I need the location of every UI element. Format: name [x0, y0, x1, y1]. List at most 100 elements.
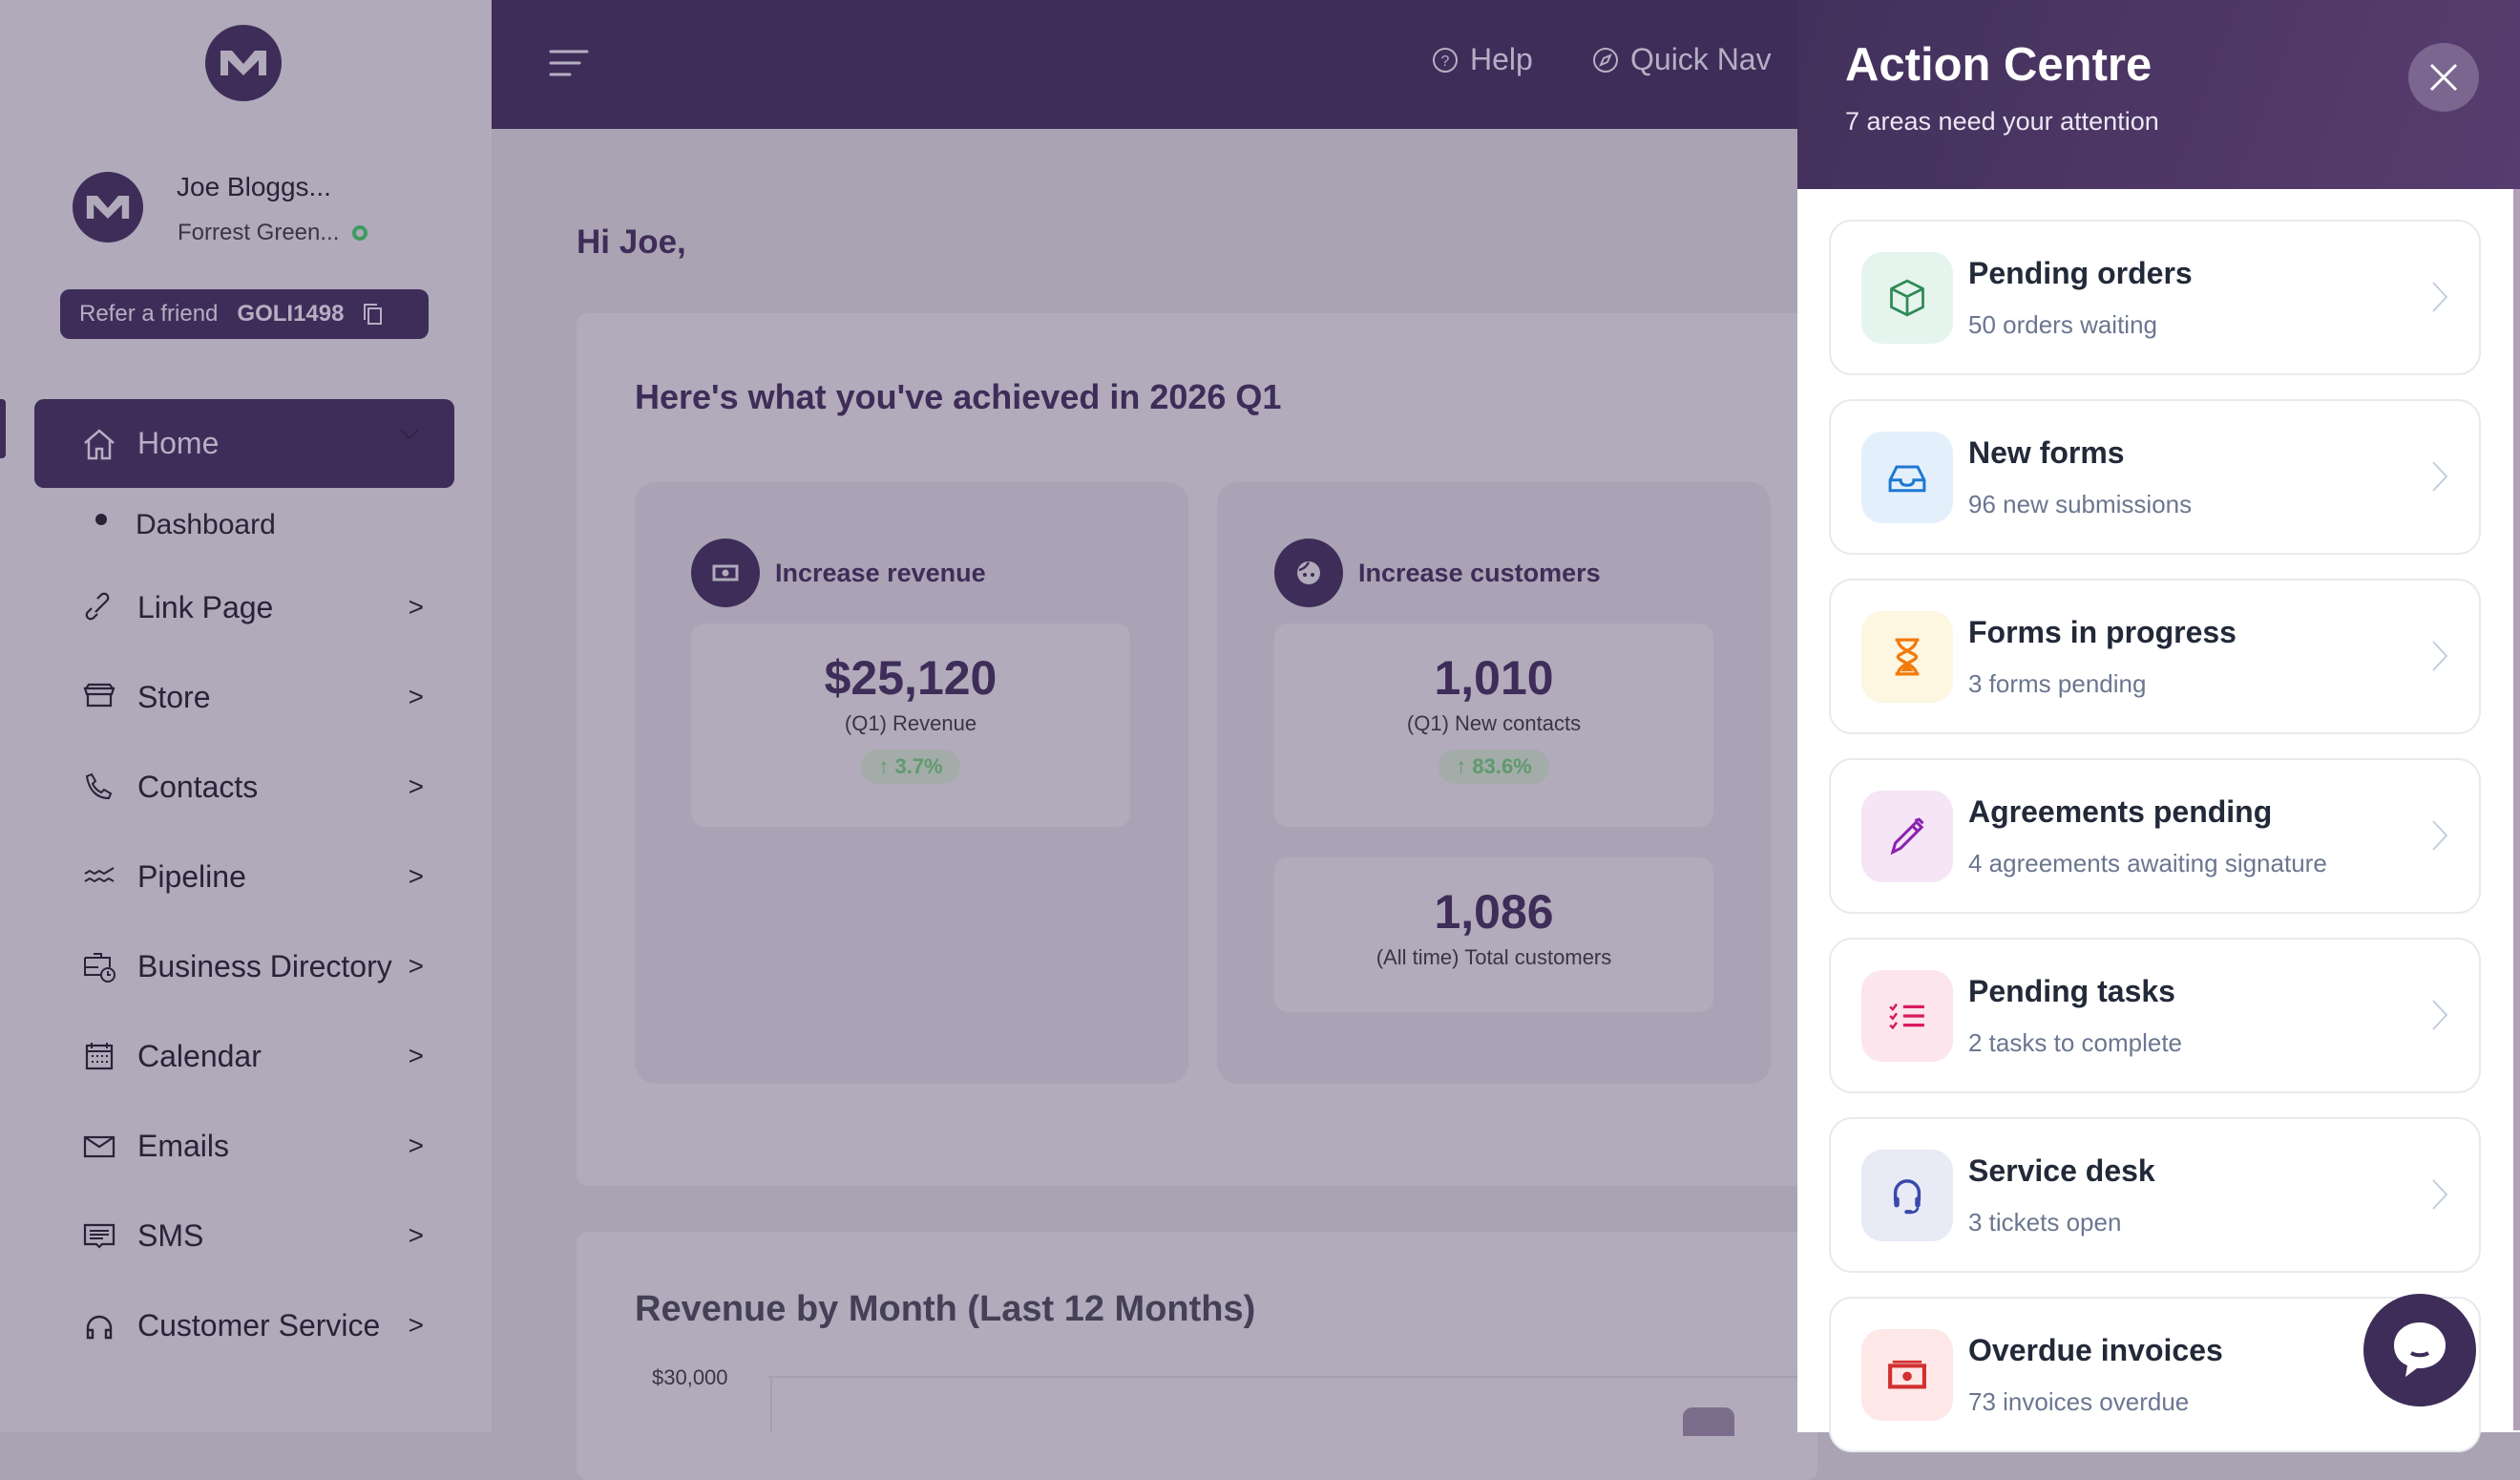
refer-code: GOLI1498 — [237, 301, 345, 327]
refer-label: Refer a friend — [79, 301, 219, 327]
copy-icon[interactable] — [363, 303, 384, 326]
chevron-right-icon — [2432, 461, 2448, 492]
new-contacts-label: (Q1) New contacts — [1406, 711, 1582, 735]
chat-button[interactable] — [2363, 1294, 2476, 1406]
sidebar-item-pipeline[interactable]: Pipeline > — [80, 848, 424, 905]
link-icon — [80, 588, 118, 626]
close-icon — [2429, 63, 2458, 92]
workspace-name: Forrest Green... — [178, 220, 340, 245]
active-indicator — [0, 399, 6, 458]
chevron-right-icon: > — [408, 772, 424, 801]
action-item-subtitle: 3 forms pending — [1968, 669, 2147, 698]
action-item-title: Forms in progress — [1968, 615, 2236, 649]
action-item-agreements-pending[interactable]: Agreements pending 4 agreements awaiting … — [1829, 758, 2481, 914]
sidebar-item-home[interactable]: Home — [34, 399, 454, 488]
sidebar-item-label: Dashboard — [136, 509, 276, 540]
action-item-pending-tasks[interactable]: Pending tasks 2 tasks to complete — [1829, 938, 2481, 1093]
revenue-value: $25,120 — [824, 651, 998, 705]
sidebar-item-calendar[interactable]: Calendar > — [80, 1027, 424, 1085]
revenue-title: Increase revenue — [775, 559, 986, 587]
sidebar-item-label: Contacts — [137, 769, 259, 804]
refer-friend-button[interactable]: Refer a friend GOLI1498 — [60, 289, 429, 339]
gridline — [768, 1376, 1799, 1378]
svg-text:?: ? — [1441, 53, 1450, 70]
chevron-right-icon — [2432, 641, 2448, 671]
chevron-right-icon: > — [408, 1041, 424, 1070]
face-icon — [1274, 539, 1343, 607]
revenue-tile: $25,120 (Q1) Revenue ↑ 3.7% — [691, 624, 1130, 827]
scrollbar[interactable] — [2513, 189, 2520, 1430]
revenue-change-badge: ↑ 3.7% — [861, 750, 960, 784]
calendar-icon — [80, 1037, 118, 1075]
sidebar-item-label: SMS — [137, 1217, 204, 1253]
action-item-service-desk[interactable]: Service desk 3 tickets open — [1829, 1117, 2481, 1273]
action-item-forms-in-progress[interactable]: Forms in progress 3 forms pending — [1829, 579, 2481, 734]
sidebar-item-dashboard[interactable]: Dashboard — [95, 509, 276, 541]
action-item-title: Overdue invoices — [1968, 1333, 2223, 1367]
chevron-right-icon: > — [408, 1310, 424, 1340]
action-centre-subtitle: 7 areas need your attention — [1845, 107, 2159, 136]
total-customers-label: (All time) Total customers — [1376, 945, 1612, 969]
action-centre-panel: Action Centre 7 areas need your attentio… — [1797, 0, 2520, 1452]
close-button[interactable] — [2408, 43, 2479, 112]
action-item-title: Pending tasks — [1968, 974, 2175, 1008]
action-item-pending-orders[interactable]: Pending orders 50 orders waiting — [1829, 220, 2481, 375]
sidebar-item-label: Emails — [137, 1128, 230, 1163]
headphones-icon — [80, 1306, 118, 1344]
total-customers-tile: 1,086 (All time) Total customers — [1274, 857, 1713, 1012]
box-icon — [1861, 252, 1953, 344]
sidebar-item-link-page[interactable]: Link Page > — [80, 579, 424, 636]
store-icon — [80, 678, 118, 716]
online-status-icon — [352, 225, 368, 241]
y-tick-label: $30,000 — [652, 1365, 728, 1389]
chat-icon — [2394, 1322, 2446, 1377]
compass-icon — [1593, 47, 1618, 73]
action-item-overdue-invoices[interactable]: Overdue invoices 73 invoices overdue — [1829, 1297, 2481, 1452]
directory-icon — [80, 947, 118, 985]
quick-nav-link[interactable]: Quick Nav — [1592, 42, 1772, 77]
cash-icon — [691, 539, 760, 607]
customers-change-badge: ↑ 83.6% — [1438, 750, 1549, 784]
menu-icon[interactable] — [549, 48, 589, 78]
sidebar-item-contacts[interactable]: Contacts > — [80, 758, 424, 815]
sidebar-item-label: Customer Service — [137, 1307, 381, 1343]
pen-icon — [1861, 791, 1953, 882]
action-item-new-forms[interactable]: New forms 96 new submissions — [1829, 399, 2481, 555]
revenue-chart-card — [577, 1232, 1817, 1480]
sms-icon — [80, 1216, 118, 1255]
chevron-right-icon: > — [408, 1220, 424, 1250]
sidebar-item-emails[interactable]: Emails > — [80, 1117, 424, 1174]
action-item-title: Pending orders — [1968, 256, 2193, 290]
action-centre-header: Action Centre 7 areas need your attentio… — [1797, 0, 2520, 189]
chevron-right-icon: > — [408, 592, 424, 622]
sidebar-item-label: Business Directory — [137, 948, 392, 983]
avatar[interactable] — [73, 172, 143, 243]
sidebar-item-business-directory[interactable]: Business Directory > — [80, 938, 424, 995]
revenue-label: (Q1) Revenue — [844, 711, 977, 735]
hourglass-icon — [1861, 611, 1953, 703]
cash-icon — [1861, 1329, 1953, 1421]
help-label: Help — [1470, 42, 1533, 76]
chevron-right-icon — [2432, 1000, 2448, 1030]
action-centre-title: Action Centre — [1845, 39, 2152, 91]
pipeline-icon — [80, 857, 118, 896]
app-logo[interactable] — [205, 25, 282, 101]
y-axis — [770, 1376, 772, 1433]
user-workspace: Forrest Green... — [178, 220, 368, 246]
new-contacts-value: 1,010 — [1434, 651, 1554, 705]
chevron-down-icon — [400, 429, 419, 440]
sidebar-item-store[interactable]: Store > — [80, 668, 424, 726]
action-item-subtitle: 96 new submissions — [1968, 490, 2193, 518]
sidebar-item-label: Link Page — [137, 589, 274, 624]
help-link[interactable]: ? Help — [1432, 42, 1533, 77]
sidebar-item-sms[interactable]: SMS > — [80, 1207, 424, 1264]
chart-bar[interactable] — [1683, 1407, 1734, 1436]
task-list-icon — [1861, 970, 1953, 1062]
action-item-title: New forms — [1968, 435, 2125, 470]
action-item-subtitle: 73 invoices overdue — [1968, 1387, 2190, 1416]
customers-title: Increase customers — [1358, 559, 1601, 587]
sidebar-item-label: Store — [137, 679, 211, 714]
sidebar-item-customer-service[interactable]: Customer Service > — [80, 1297, 424, 1354]
action-item-subtitle: 2 tasks to complete — [1968, 1028, 2182, 1057]
user-name[interactable]: Joe Bloggs... — [177, 172, 331, 201]
